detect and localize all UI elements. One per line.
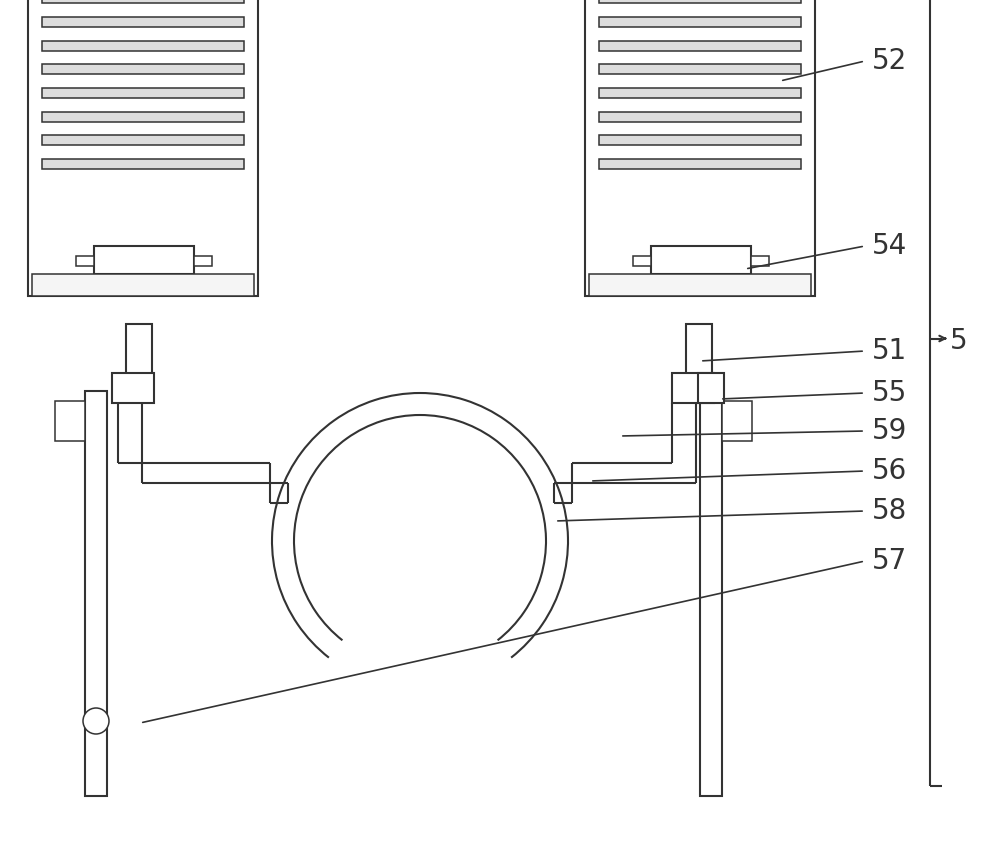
Bar [599,41,801,50]
Bar [85,391,107,796]
Bar [599,159,801,168]
Bar [112,373,154,403]
Bar [589,274,811,296]
Text: 54: 54 [872,232,907,260]
Bar [28,0,258,296]
Bar [42,0,244,3]
Bar [194,255,212,266]
Bar [42,41,244,50]
Bar [686,324,712,391]
Bar [751,255,769,266]
Bar [55,401,85,441]
Bar [126,324,152,391]
Bar [599,135,801,146]
Bar [698,373,724,403]
Bar [42,159,244,168]
Text: 51: 51 [872,337,907,365]
Bar [599,17,801,27]
Bar [599,0,801,3]
Bar [599,88,801,98]
Bar [42,88,244,98]
Bar [599,111,801,122]
Bar [672,373,714,403]
Bar [651,246,751,274]
Text: 56: 56 [872,457,907,485]
Bar [599,64,801,74]
Bar [32,274,254,296]
Bar [94,246,194,274]
Bar [722,401,752,441]
Circle shape [83,708,109,734]
Bar [42,17,244,27]
Bar [42,111,244,122]
Text: 59: 59 [872,417,907,445]
Bar [76,255,94,266]
Bar [585,0,815,296]
Text: 55: 55 [872,379,907,407]
Text: 5: 5 [950,327,968,355]
Bar [42,64,244,74]
Bar [633,255,651,266]
Bar [42,135,244,146]
Bar [700,391,722,796]
Text: 58: 58 [872,497,907,525]
Text: 57: 57 [872,547,907,575]
Text: 52: 52 [872,47,907,75]
